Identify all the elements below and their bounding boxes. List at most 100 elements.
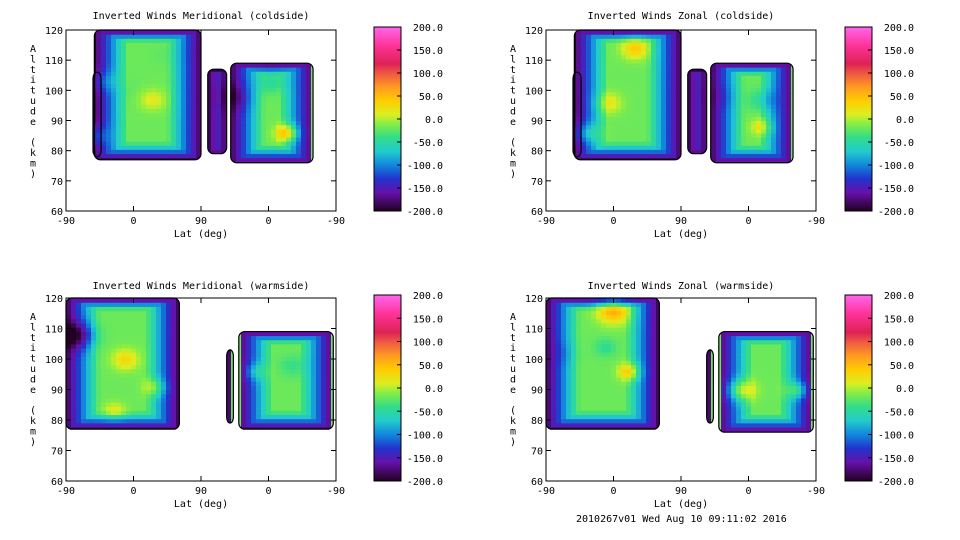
heat-cell	[681, 141, 687, 146]
heat-cell	[766, 50, 772, 56]
heat-cell	[591, 75, 597, 80]
heat-cell	[696, 190, 702, 195]
heat-cell	[641, 166, 647, 171]
heat-cell	[251, 99, 257, 105]
heat-cell	[631, 186, 637, 191]
heat-cell	[191, 30, 197, 35]
heat-cell	[86, 178, 92, 183]
heat-cell	[626, 124, 632, 130]
heat-cell	[316, 162, 322, 167]
heat-cell	[181, 116, 187, 122]
heat-cell	[111, 166, 117, 171]
heat-cell	[606, 116, 612, 122]
heat-cell	[551, 153, 557, 158]
heat-cell	[741, 199, 747, 204]
heat-cell	[121, 75, 127, 80]
heat-cell	[156, 54, 162, 60]
heat-cell	[701, 38, 707, 43]
heat-cell	[301, 149, 307, 155]
colorbar-tick-label: 200.0	[884, 23, 914, 34]
heat-cell	[86, 88, 92, 93]
heat-cell	[206, 116, 212, 122]
heat-cell	[641, 34, 647, 39]
heat-cell	[786, 182, 792, 187]
heat-cell	[276, 153, 282, 159]
heat-cell	[326, 112, 332, 117]
heat-cell	[311, 91, 314, 97]
heat-cell	[271, 67, 277, 72]
heat-cell	[201, 149, 207, 155]
heat-cell	[656, 124, 662, 130]
heat-cell	[666, 99, 672, 105]
heat-cell	[636, 132, 642, 138]
heat-cell	[216, 112, 222, 117]
heat-cell	[591, 124, 597, 130]
heat-cell	[591, 145, 597, 150]
heat-cell	[731, 46, 737, 52]
heat-cell	[671, 112, 677, 117]
heat-cell	[236, 108, 242, 113]
heat-cell	[601, 190, 607, 195]
heat-cell	[216, 124, 222, 130]
heat-cell	[801, 174, 807, 179]
heat-cell	[751, 190, 757, 195]
x-tick-label: 90	[675, 216, 687, 227]
heat-cell	[301, 50, 307, 56]
heat-cell	[66, 166, 72, 171]
heat-cell	[771, 203, 777, 208]
heat-cell	[186, 104, 192, 109]
heat-cell	[691, 174, 697, 179]
heat-cell	[631, 83, 637, 89]
heat-cell	[166, 108, 172, 113]
heat-cell	[626, 141, 632, 146]
heat-cell	[651, 67, 657, 72]
heat-cell	[221, 62, 227, 68]
heat-cell	[731, 62, 737, 68]
heat-cell	[591, 58, 597, 64]
heat-cell	[181, 136, 187, 142]
heat-cell	[771, 91, 777, 97]
heat-cell	[556, 71, 562, 76]
heat-cell	[741, 153, 747, 159]
heat-cell	[801, 178, 807, 183]
heat-cell	[296, 199, 302, 204]
heat-cell	[206, 145, 212, 150]
heat-cell	[71, 129, 77, 134]
heat-cell	[231, 199, 237, 204]
heat-cell	[601, 153, 607, 159]
heat-cell	[136, 62, 142, 68]
heat-cell	[691, 182, 697, 187]
heat-cell	[76, 129, 82, 134]
heat-cell	[786, 87, 792, 93]
heat-cell	[216, 174, 222, 179]
heat-cell	[116, 42, 122, 48]
heat-cell	[266, 145, 272, 150]
heat-cell	[731, 54, 737, 60]
heat-cell	[736, 99, 742, 105]
heat-cell	[166, 132, 172, 138]
heat-cell	[276, 46, 282, 52]
heat-cell	[71, 199, 77, 204]
heat-cell	[741, 132, 747, 138]
heat-cell	[201, 71, 207, 76]
heat-cell	[256, 195, 262, 200]
heat-cell	[686, 71, 692, 76]
heat-cell	[306, 46, 312, 52]
heat-cell	[211, 190, 217, 195]
heat-cell	[186, 473, 192, 478]
heat-cell	[601, 54, 607, 60]
heat-cell	[611, 79, 617, 85]
heat-cell	[781, 136, 787, 142]
heat-cell	[221, 75, 227, 80]
heat-cell	[246, 203, 252, 208]
heat-cell	[691, 124, 697, 130]
heat-cell	[596, 149, 602, 155]
heat-cell	[166, 75, 172, 80]
heat-cell	[686, 161, 692, 163]
heat-cell	[66, 153, 72, 158]
heat-cell	[556, 149, 562, 154]
heat-cell	[271, 95, 277, 101]
heat-cell	[741, 186, 747, 191]
heat-cell	[716, 157, 722, 163]
heat-cell	[191, 54, 197, 60]
